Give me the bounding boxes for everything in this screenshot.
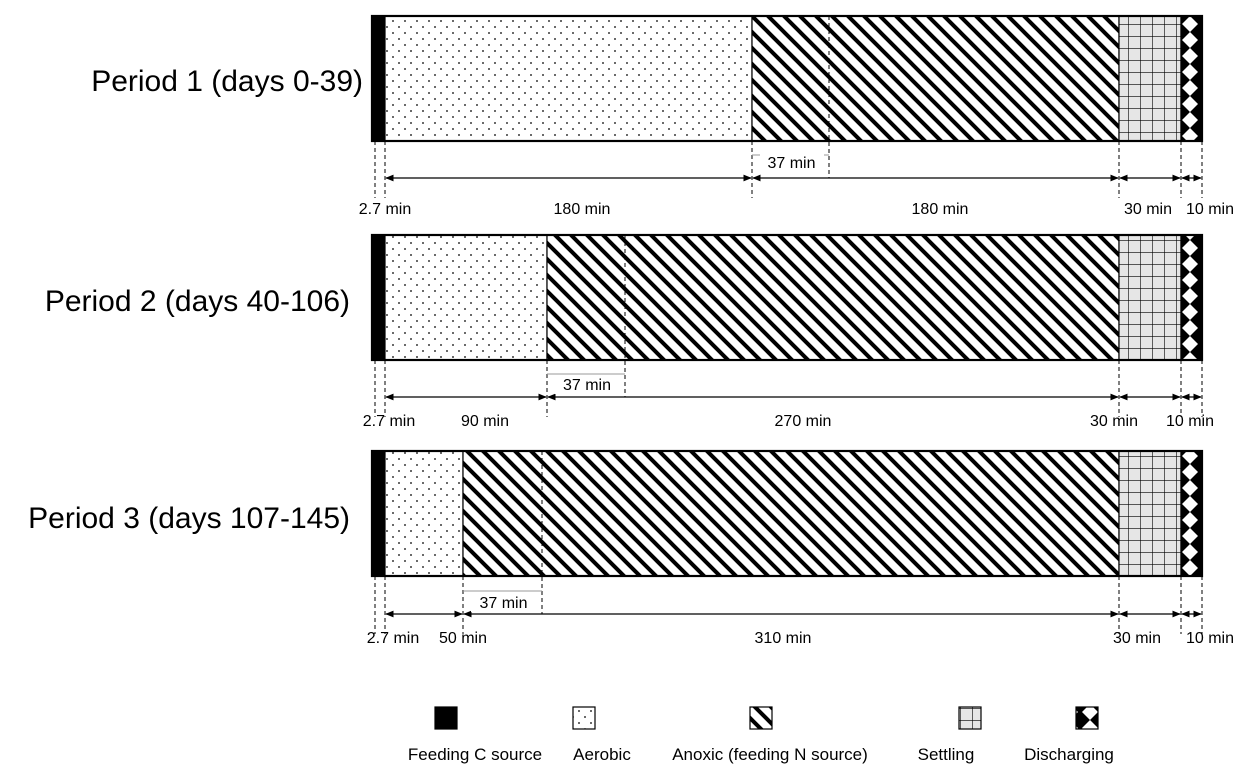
discharging-duration-label: 10 min	[1166, 413, 1214, 430]
settling-duration-label: 30 min	[1124, 201, 1172, 218]
feeding-duration-label: 2.7 min	[367, 630, 419, 647]
note-background	[555, 375, 619, 394]
settling-duration-label: 30 min	[1113, 630, 1161, 647]
aerobic-swatch-icon	[572, 706, 596, 730]
discharging-segment	[1180, 450, 1203, 577]
bar-frame	[370, 233, 1204, 362]
anoxic-duration-label: 270 min	[775, 413, 832, 430]
note-background	[471, 593, 535, 612]
discharging-duration-label: 10 min	[1186, 201, 1234, 218]
legend: Feeding C source Aerobic Anoxic (feeding N…	[408, 706, 1114, 764]
bar-frame	[370, 449, 1204, 578]
settling-segment	[1118, 450, 1182, 577]
legend-item-settling: Settling	[918, 706, 982, 764]
feeding-swatch-icon	[434, 706, 458, 730]
anoxic-segment	[462, 450, 1120, 577]
aerobic-segment	[384, 234, 548, 361]
legend-label: Aerobic	[573, 745, 631, 764]
period-1: Period 1 (days 0-39) 37 min 2.7 min 180 min…	[91, 14, 1234, 218]
settling-segment	[1118, 234, 1182, 361]
aerobic-segment	[384, 450, 464, 577]
aerobic-duration-label: 50 min	[439, 630, 487, 647]
feeding-segment	[371, 15, 386, 142]
settling-swatch-icon	[958, 706, 982, 730]
settling-duration-label: 30 min	[1090, 413, 1138, 430]
note-label: 37 min	[767, 155, 815, 172]
anoxic-duration-label: 180 min	[912, 201, 969, 218]
legend-item-anoxic: Anoxic (feeding N source)	[672, 706, 868, 764]
aerobic-duration-label: 90 min	[461, 413, 509, 430]
feeding-segment	[371, 450, 386, 577]
period-title: Period 1 (days 0-39)	[91, 65, 363, 98]
discharging-swatch-icon	[1075, 706, 1099, 730]
anoxic-segment	[751, 15, 1120, 142]
note-label: 37 min	[563, 377, 611, 394]
feeding-segment	[371, 234, 386, 361]
settling-segment	[1118, 15, 1182, 142]
discharging-segment	[1180, 15, 1203, 142]
note-background	[760, 153, 824, 172]
anoxic-swatch-icon	[749, 706, 773, 730]
legend-label: Feeding C source	[408, 745, 542, 764]
bar-frame	[370, 14, 1204, 143]
note-label: 37 min	[479, 595, 527, 612]
legend-item-discharging: Discharging	[1024, 706, 1114, 764]
legend-item-feeding: Feeding C source	[408, 706, 542, 764]
legend-item-aerobic: Aerobic	[572, 706, 631, 764]
period-title: Period 2 (days 40-106)	[45, 285, 350, 318]
anoxic-duration-label: 310 min	[755, 630, 812, 647]
discharging-segment	[1180, 234, 1203, 361]
anoxic-segment	[546, 234, 1120, 361]
period-title: Period 3 (days 107-145)	[28, 502, 350, 535]
legend-label: Discharging	[1024, 745, 1114, 764]
aerobic-duration-label: 180 min	[554, 201, 611, 218]
period-3: Period 3 (days 107-145) 37 min 2.7 min 50 m…	[28, 449, 1234, 647]
period-2: Period 2 (days 40-106) 37 min 2.7 min 90 mi…	[45, 233, 1214, 430]
feeding-duration-label: 2.7 min	[359, 201, 411, 218]
discharging-duration-label: 10 min	[1186, 630, 1234, 647]
feeding-duration-label: 2.7 min	[363, 413, 415, 430]
legend-label: Settling	[918, 745, 975, 764]
aerobic-segment	[384, 15, 753, 142]
legend-label: Anoxic (feeding N source)	[672, 745, 868, 764]
